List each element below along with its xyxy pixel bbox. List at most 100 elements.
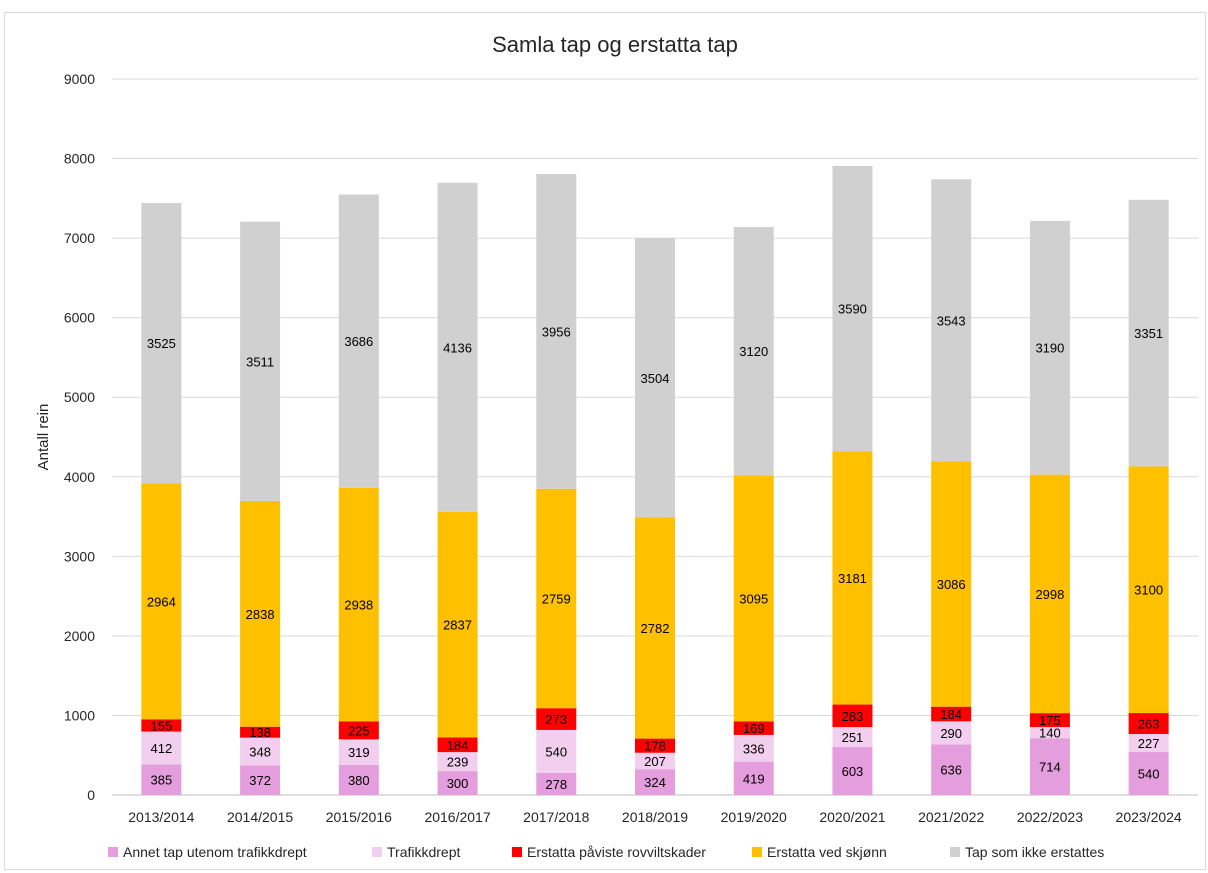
x-axis-ticks: 2013/2014 2014/2015 2015/2016 2016/2017 2017… xyxy=(128,809,1182,825)
data-label: 290 xyxy=(940,726,962,741)
bar-segment xyxy=(931,744,972,795)
bar-segment xyxy=(437,737,478,753)
data-label: 540 xyxy=(1138,767,1160,782)
bar-segment xyxy=(536,772,577,795)
bar-segment xyxy=(141,719,182,732)
data-label: 3956 xyxy=(542,324,571,339)
legend-swatch xyxy=(108,847,118,857)
data-label: 3351 xyxy=(1134,326,1163,341)
x-tick-label: 2015/2016 xyxy=(326,809,392,825)
data-label: 227 xyxy=(1138,736,1160,751)
data-label: 251 xyxy=(842,730,864,745)
bar-segment xyxy=(141,764,182,795)
x-tick-label: 2016/2017 xyxy=(424,809,490,825)
data-label: 714 xyxy=(1039,760,1061,775)
data-label: 380 xyxy=(348,773,370,788)
data-label: 175 xyxy=(1039,713,1061,728)
bar-segment xyxy=(733,475,774,722)
data-label: 184 xyxy=(447,738,469,753)
bar-segment xyxy=(635,517,675,739)
data-label: 4136 xyxy=(443,340,472,355)
bar-segment xyxy=(141,203,182,484)
data-label: 419 xyxy=(743,771,765,786)
bar-segment xyxy=(832,704,873,728)
bar-segment xyxy=(338,721,379,740)
bar-segment xyxy=(536,488,577,709)
bar-segment xyxy=(240,737,281,766)
data-label: 155 xyxy=(151,718,173,733)
bar-segment xyxy=(240,765,281,795)
data-label: 372 xyxy=(249,773,271,788)
chart-title: Samla tap og erstatta tap xyxy=(492,32,738,57)
bar-segment xyxy=(536,729,577,773)
legend-swatch xyxy=(950,847,960,857)
bar-segment xyxy=(733,734,774,762)
data-label: 3504 xyxy=(641,371,670,386)
bar-segment xyxy=(240,726,281,738)
bar-stack: 540 227 263 3100 3351 xyxy=(1128,199,1169,795)
chart-frame xyxy=(4,12,1206,870)
data-label: 138 xyxy=(249,725,271,740)
legend-label: Trafikkdrept xyxy=(387,844,461,860)
y-tick-label: 6000 xyxy=(64,310,95,326)
data-label: 3120 xyxy=(739,344,768,359)
bar-segment xyxy=(931,179,972,462)
bar-segment xyxy=(635,752,675,770)
data-label: 2938 xyxy=(344,598,373,613)
bar-stack: 385 412 155 2964 3525 xyxy=(141,203,182,795)
x-tick-label: 2014/2015 xyxy=(227,809,293,825)
x-tick-label: 2020/2021 xyxy=(819,809,885,825)
data-label: 540 xyxy=(545,744,567,759)
data-label: 603 xyxy=(842,764,864,779)
data-label: 3543 xyxy=(937,313,966,328)
bar-segment xyxy=(733,721,774,735)
data-label: 3086 xyxy=(937,577,966,592)
x-tick-label: 2017/2018 xyxy=(523,809,589,825)
bar-segment xyxy=(635,238,675,518)
bar-segment xyxy=(1029,713,1070,728)
bar-segment xyxy=(1029,738,1070,795)
legend-label: Erstatta ved skjønn xyxy=(767,844,887,860)
y-tick-label: 4000 xyxy=(64,469,95,485)
legend-swatch xyxy=(512,847,522,857)
data-label: 385 xyxy=(151,773,173,788)
data-label: 2782 xyxy=(641,621,670,636)
bar-segment xyxy=(832,165,873,452)
bar-segment xyxy=(931,721,972,745)
x-tick-label: 2019/2020 xyxy=(721,809,787,825)
bar-segment xyxy=(437,771,478,795)
x-tick-label: 2018/2019 xyxy=(622,809,688,825)
legend-swatch xyxy=(372,847,382,857)
data-label: 239 xyxy=(447,755,469,770)
bar-segment xyxy=(733,761,774,795)
data-label: 169 xyxy=(743,721,765,736)
bar-segment xyxy=(240,500,281,727)
data-label: 263 xyxy=(1138,717,1160,732)
data-label: 207 xyxy=(644,754,666,769)
bar-segment xyxy=(1029,474,1070,714)
data-label: 412 xyxy=(151,741,173,756)
data-label: 3190 xyxy=(1035,341,1064,356)
y-axis-ticks: 0 1000 2000 3000 4000 5000 6000 7000 8000 9000 xyxy=(64,71,95,803)
bar-segment xyxy=(1128,466,1169,714)
data-label: 273 xyxy=(545,712,567,727)
data-label: 2837 xyxy=(443,618,472,633)
bar-segment xyxy=(338,739,379,765)
bar-segment xyxy=(536,173,577,489)
data-label: 3095 xyxy=(739,591,768,606)
bar-segment xyxy=(832,451,873,705)
x-tick-label: 2021/2022 xyxy=(918,809,984,825)
bar-segment xyxy=(931,461,972,707)
bar-stack: 372 348 138 2838 3511 xyxy=(240,221,281,795)
data-label: 2964 xyxy=(147,594,176,609)
data-label: 636 xyxy=(940,763,962,778)
data-label: 319 xyxy=(348,745,370,760)
bar-segment xyxy=(437,752,478,772)
data-label: 178 xyxy=(644,739,666,754)
legend-label: Tap som ikke erstattes xyxy=(965,844,1104,860)
y-tick-label: 0 xyxy=(87,787,95,803)
data-label: 278 xyxy=(545,777,567,792)
bar-segment xyxy=(832,727,873,748)
bars: 385 412 155 2964 3525 372 348 138 2838 3511 380 319… xyxy=(141,165,1169,795)
